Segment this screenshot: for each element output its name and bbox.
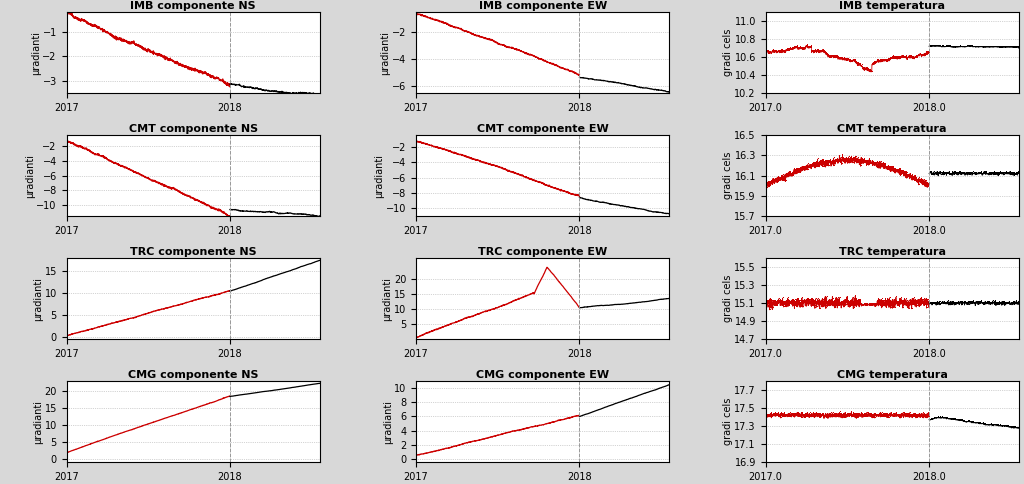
Title: TRC componente EW: TRC componente EW <box>478 247 607 257</box>
Title: TRC componente NS: TRC componente NS <box>130 247 256 257</box>
Y-axis label: gradi cels: gradi cels <box>723 398 733 445</box>
Y-axis label: μradianti: μradianti <box>33 277 43 321</box>
Title: CMT temperatura: CMT temperatura <box>838 124 947 135</box>
Y-axis label: μradianti: μradianti <box>25 153 35 197</box>
Title: CMT componente NS: CMT componente NS <box>129 124 258 135</box>
Y-axis label: gradi cels: gradi cels <box>723 152 733 199</box>
Y-axis label: gradi cels: gradi cels <box>723 275 733 322</box>
Title: IMB componente EW: IMB componente EW <box>478 1 607 11</box>
Y-axis label: gradi cels: gradi cels <box>723 29 733 76</box>
Y-axis label: μradianti: μradianti <box>375 153 385 197</box>
Y-axis label: μradianti: μradianti <box>31 30 41 75</box>
Title: IMB temperatura: IMB temperatura <box>840 1 945 11</box>
Title: CMG temperatura: CMG temperatura <box>837 370 947 380</box>
Y-axis label: μradianti: μradianti <box>381 30 390 75</box>
Title: IMB componente NS: IMB componente NS <box>130 1 256 11</box>
Y-axis label: μradianti: μradianti <box>383 277 392 321</box>
Title: CMT componente EW: CMT componente EW <box>477 124 608 135</box>
Y-axis label: μradianti: μradianti <box>33 400 43 444</box>
Title: TRC temperatura: TRC temperatura <box>839 247 946 257</box>
Title: CMG componente NS: CMG componente NS <box>128 370 258 380</box>
Y-axis label: μradianti: μradianti <box>383 400 393 444</box>
Title: CMG componente EW: CMG componente EW <box>476 370 609 380</box>
